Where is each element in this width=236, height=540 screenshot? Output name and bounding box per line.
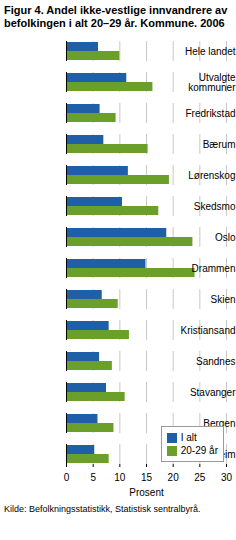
- svg-text:Bærum: Bærum: [203, 139, 236, 150]
- svg-text:Skien: Skien: [210, 294, 235, 305]
- svg-text:Sandnes: Sandnes: [196, 356, 235, 367]
- svg-text:Skedsmo: Skedsmo: [194, 201, 236, 212]
- html-text:I alt: I alt: [180, 432, 197, 443]
- svg-text:5: 5: [90, 472, 96, 483]
- svg-text:Utvalgtekommuner: Utvalgtekommuner: [188, 72, 236, 93]
- svg-text:20: 20: [168, 472, 180, 483]
- svg-text:0: 0: [64, 472, 70, 483]
- svg-text:Fredrikstad: Fredrikstad: [185, 108, 235, 119]
- svg-text:Stavanger: Stavanger: [190, 387, 236, 398]
- svg-text:15: 15: [141, 472, 153, 483]
- html-text:Figur 4. Andel ikke-vestlige i: Figur 4. Andel ikke-vestlige innvandrere…: [4, 4, 228, 29]
- svg-text:Kristiansand: Kristiansand: [180, 325, 235, 336]
- svg-text:Bergen: Bergen: [203, 417, 236, 429]
- svg-text:10: 10: [114, 472, 126, 483]
- svg-text:Oslo: Oslo: [215, 232, 236, 243]
- svg-text:Drammen: Drammen: [192, 263, 236, 274]
- svg-text:30: 30: [221, 472, 233, 483]
- svg-text:Lørenskog: Lørenskog: [188, 170, 235, 181]
- html-text:20-29 år: 20-29 år: [180, 445, 218, 456]
- svg-text:25: 25: [194, 472, 206, 483]
- svg-text:Prosent: Prosent: [129, 487, 164, 498]
- html-text:Kilde: Befolkningsstatistikk,: Kilde: Befolkningsstatistikk, Statistisk…: [4, 504, 201, 514]
- svg-text:Hele landet: Hele landet: [185, 46, 236, 57]
